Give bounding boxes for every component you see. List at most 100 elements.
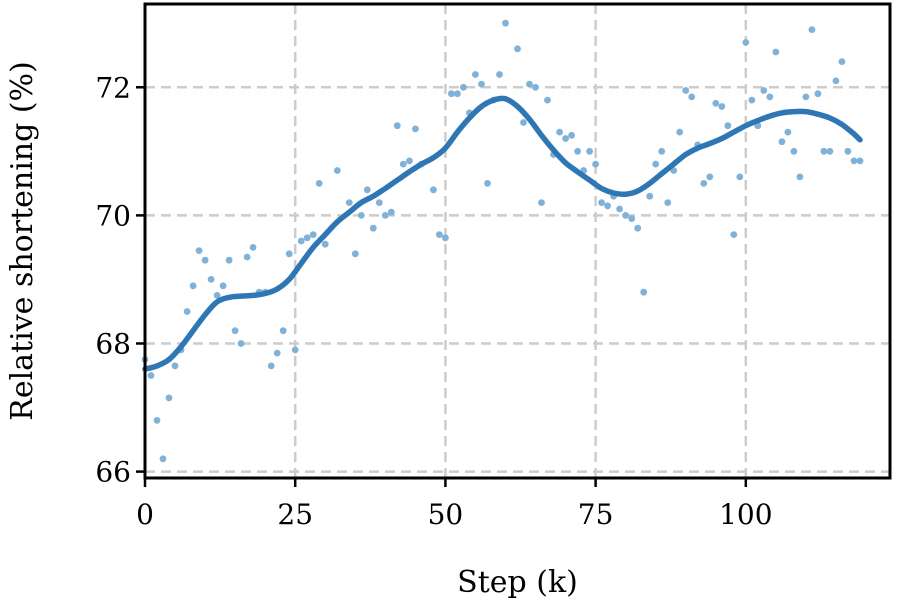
trend-line	[142, 95, 863, 372]
data-point	[351, 250, 359, 258]
data-point	[243, 253, 251, 261]
data-point	[556, 128, 563, 136]
x-tick-label: 100	[719, 498, 772, 531]
data-point	[309, 231, 317, 239]
data-point	[406, 157, 413, 165]
data-point	[207, 276, 215, 283]
data-point	[159, 455, 167, 463]
data-point	[357, 212, 365, 219]
data-point	[153, 417, 161, 424]
data-point	[303, 234, 311, 242]
data-point	[544, 96, 551, 104]
data-point	[628, 215, 636, 223]
x-tick-label: 75	[578, 498, 614, 531]
data-point	[706, 173, 714, 181]
data-point	[820, 147, 828, 155]
y-tick-label: 70	[95, 199, 131, 232]
data-point	[333, 167, 341, 174]
data-point	[844, 147, 852, 155]
data-point	[381, 212, 389, 219]
data-point	[285, 250, 293, 258]
data-point	[616, 205, 623, 213]
data-point	[850, 157, 858, 165]
data-point	[646, 192, 654, 200]
data-point	[514, 45, 521, 53]
data-point	[682, 87, 690, 94]
data-point	[634, 224, 642, 232]
data-point	[832, 77, 840, 85]
data-point	[748, 96, 756, 104]
data-point	[442, 234, 449, 242]
plot-frame	[143, 2, 892, 480]
data-point	[520, 119, 527, 126]
data-point	[345, 199, 353, 207]
data-point	[267, 362, 275, 370]
data-point	[676, 128, 684, 136]
y-axis-label: Relative shortening (%)	[5, 61, 40, 421]
data-point	[568, 131, 575, 139]
data-point	[399, 160, 407, 168]
data-point	[562, 135, 569, 142]
data-point	[796, 173, 804, 181]
data-point	[838, 58, 846, 65]
data-point	[574, 147, 581, 155]
data-point	[772, 48, 780, 56]
data-point	[826, 147, 834, 155]
data-point	[808, 26, 816, 33]
data-point	[586, 147, 593, 155]
data-point	[201, 256, 209, 264]
data-point	[598, 199, 605, 207]
data-point	[760, 87, 768, 94]
data-point	[484, 180, 491, 187]
data-point	[652, 160, 660, 168]
data-point	[315, 180, 323, 187]
data-point	[412, 125, 419, 133]
data-point	[724, 122, 732, 130]
data-point	[231, 327, 239, 335]
data-point	[375, 199, 383, 207]
data-point	[460, 83, 467, 91]
data-point	[790, 147, 798, 155]
data-point	[700, 180, 708, 187]
data-point	[363, 186, 371, 194]
data-point	[526, 80, 533, 88]
data-point	[814, 90, 822, 98]
data-point	[297, 237, 305, 245]
data-point	[472, 71, 479, 78]
data-point	[604, 202, 611, 210]
data-point	[802, 93, 810, 101]
data-point	[321, 240, 329, 248]
data-point	[291, 346, 299, 354]
data-point	[712, 99, 720, 107]
data-point	[273, 349, 281, 357]
data-point	[387, 208, 395, 216]
data-point	[718, 103, 726, 110]
data-point	[496, 71, 503, 78]
data-point	[171, 362, 179, 370]
data-point	[225, 256, 233, 264]
data-point	[430, 186, 437, 194]
data-point	[640, 288, 648, 296]
data-point	[195, 247, 203, 255]
data-point	[538, 199, 545, 207]
x-tick-label: 25	[277, 498, 313, 531]
data-point	[664, 199, 672, 207]
data-point	[622, 212, 629, 219]
data-point	[454, 90, 461, 98]
data-point	[778, 138, 786, 146]
data-point	[856, 157, 864, 165]
data-point	[502, 19, 509, 27]
data-point	[448, 90, 455, 98]
data-point	[730, 231, 738, 239]
x-axis-label: Step (k)	[457, 565, 578, 600]
data-point	[658, 147, 666, 155]
data-point	[436, 231, 443, 239]
data-point	[736, 173, 744, 181]
y-tick-label: 72	[95, 71, 131, 104]
data-point	[237, 340, 245, 347]
data-point	[766, 93, 774, 101]
data-point	[369, 224, 377, 232]
data-point	[165, 394, 173, 402]
data-point	[478, 80, 485, 88]
